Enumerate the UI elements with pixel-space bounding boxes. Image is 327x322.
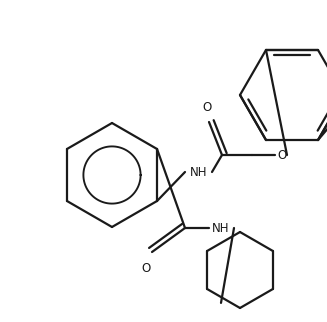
- Text: NH: NH: [212, 222, 230, 234]
- Text: O: O: [277, 148, 286, 162]
- Text: O: O: [141, 262, 151, 275]
- Text: NH: NH: [190, 166, 208, 178]
- Text: O: O: [202, 101, 212, 114]
